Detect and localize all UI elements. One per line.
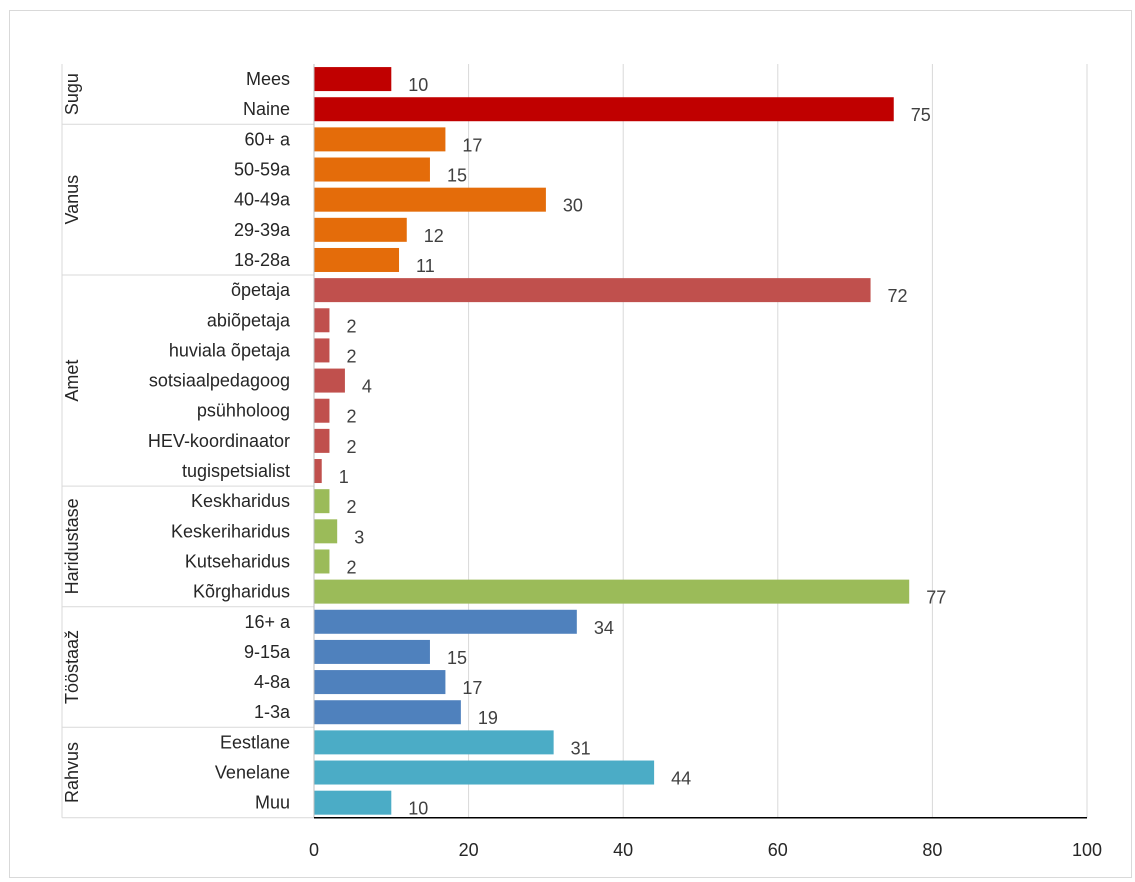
bar xyxy=(314,549,330,574)
bar xyxy=(314,519,338,544)
data-label: 17 xyxy=(462,678,482,698)
bar xyxy=(314,127,446,152)
bar xyxy=(314,278,871,303)
group-label: Rahvus xyxy=(62,742,82,803)
data-label: 2 xyxy=(346,497,356,517)
data-label: 3 xyxy=(354,527,364,547)
data-label: 19 xyxy=(478,708,498,728)
bar xyxy=(314,217,407,242)
bar xyxy=(314,67,392,92)
bar xyxy=(314,579,910,604)
data-label: 2 xyxy=(346,407,356,427)
bar xyxy=(314,459,322,484)
data-label: 15 xyxy=(447,166,467,186)
data-label: 12 xyxy=(424,226,444,246)
category-label: Kõrgharidus xyxy=(193,582,290,602)
bar xyxy=(314,247,400,272)
group-label: Amet xyxy=(62,360,82,402)
category-label: HEV-koordinaator xyxy=(148,431,290,451)
category-label: Keskeriharidus xyxy=(171,521,290,541)
group-label: Tööstaaž xyxy=(62,630,82,704)
bar xyxy=(314,670,446,695)
bar xyxy=(314,609,577,634)
bar xyxy=(314,489,330,514)
category-label: 16+ a xyxy=(244,612,291,632)
bar xyxy=(314,187,546,212)
data-label: 77 xyxy=(926,588,946,608)
bar xyxy=(314,428,330,453)
data-label: 72 xyxy=(888,286,908,306)
data-label: 2 xyxy=(346,557,356,577)
category-label: 29-39a xyxy=(234,220,291,240)
data-label: 10 xyxy=(408,75,428,95)
category-label: 50-59a xyxy=(234,160,291,180)
category-label: 60+ a xyxy=(244,129,291,149)
data-label: 2 xyxy=(346,346,356,366)
bar xyxy=(314,157,430,182)
category-label: Muu xyxy=(255,793,290,813)
bar xyxy=(314,368,345,393)
data-label: 30 xyxy=(563,196,583,216)
category-label: Keskharidus xyxy=(191,491,290,511)
category-label: Naine xyxy=(243,99,290,119)
category-label: abiõpetaja xyxy=(207,310,291,330)
bar xyxy=(314,97,894,122)
category-label: 4-8a xyxy=(254,672,291,692)
data-label: 75 xyxy=(911,105,931,125)
category-label: psühholoog xyxy=(197,401,290,421)
bar xyxy=(314,338,330,363)
category-label: 9-15a xyxy=(244,642,291,662)
category-label: Eestlane xyxy=(220,732,290,752)
data-label: 10 xyxy=(408,799,428,819)
bar xyxy=(314,700,461,725)
data-label: 17 xyxy=(462,135,482,155)
category-label: 18-28a xyxy=(234,250,291,270)
x-tick-label: 40 xyxy=(613,840,633,860)
data-label: 44 xyxy=(671,769,691,789)
group-label: Sugu xyxy=(62,73,82,115)
category-label: õpetaja xyxy=(231,280,291,300)
bar xyxy=(314,790,392,815)
x-tick-label: 60 xyxy=(768,840,788,860)
chart-frame xyxy=(9,10,1132,878)
x-tick-label: 20 xyxy=(459,840,479,860)
bar xyxy=(314,398,330,423)
category-label: Kutseharidus xyxy=(185,551,290,571)
x-tick-label: 80 xyxy=(922,840,942,860)
bar xyxy=(314,760,655,785)
data-label: 31 xyxy=(571,738,591,758)
bar xyxy=(314,308,330,333)
category-label: huviala õpetaja xyxy=(169,340,291,360)
category-label: 40-49a xyxy=(234,190,291,210)
category-label: Mees xyxy=(246,69,290,89)
data-label: 11 xyxy=(416,256,435,276)
data-label: 34 xyxy=(594,618,614,638)
bar xyxy=(314,639,430,664)
data-label: 4 xyxy=(362,377,372,397)
category-label: 1-3a xyxy=(254,702,291,722)
group-label: Haridustase xyxy=(62,498,82,594)
bar xyxy=(314,730,554,755)
category-label: tugispetsialist xyxy=(182,461,290,481)
data-label: 15 xyxy=(447,648,467,668)
x-tick-label: 100 xyxy=(1072,840,1102,860)
category-label: sotsiaalpedagoog xyxy=(149,371,290,391)
data-label: 2 xyxy=(346,316,356,336)
data-label: 1 xyxy=(339,467,349,487)
data-label: 2 xyxy=(346,437,356,457)
group-label: Vanus xyxy=(62,175,82,225)
category-label: Venelane xyxy=(215,763,290,783)
x-tick-label: 0 xyxy=(309,840,319,860)
